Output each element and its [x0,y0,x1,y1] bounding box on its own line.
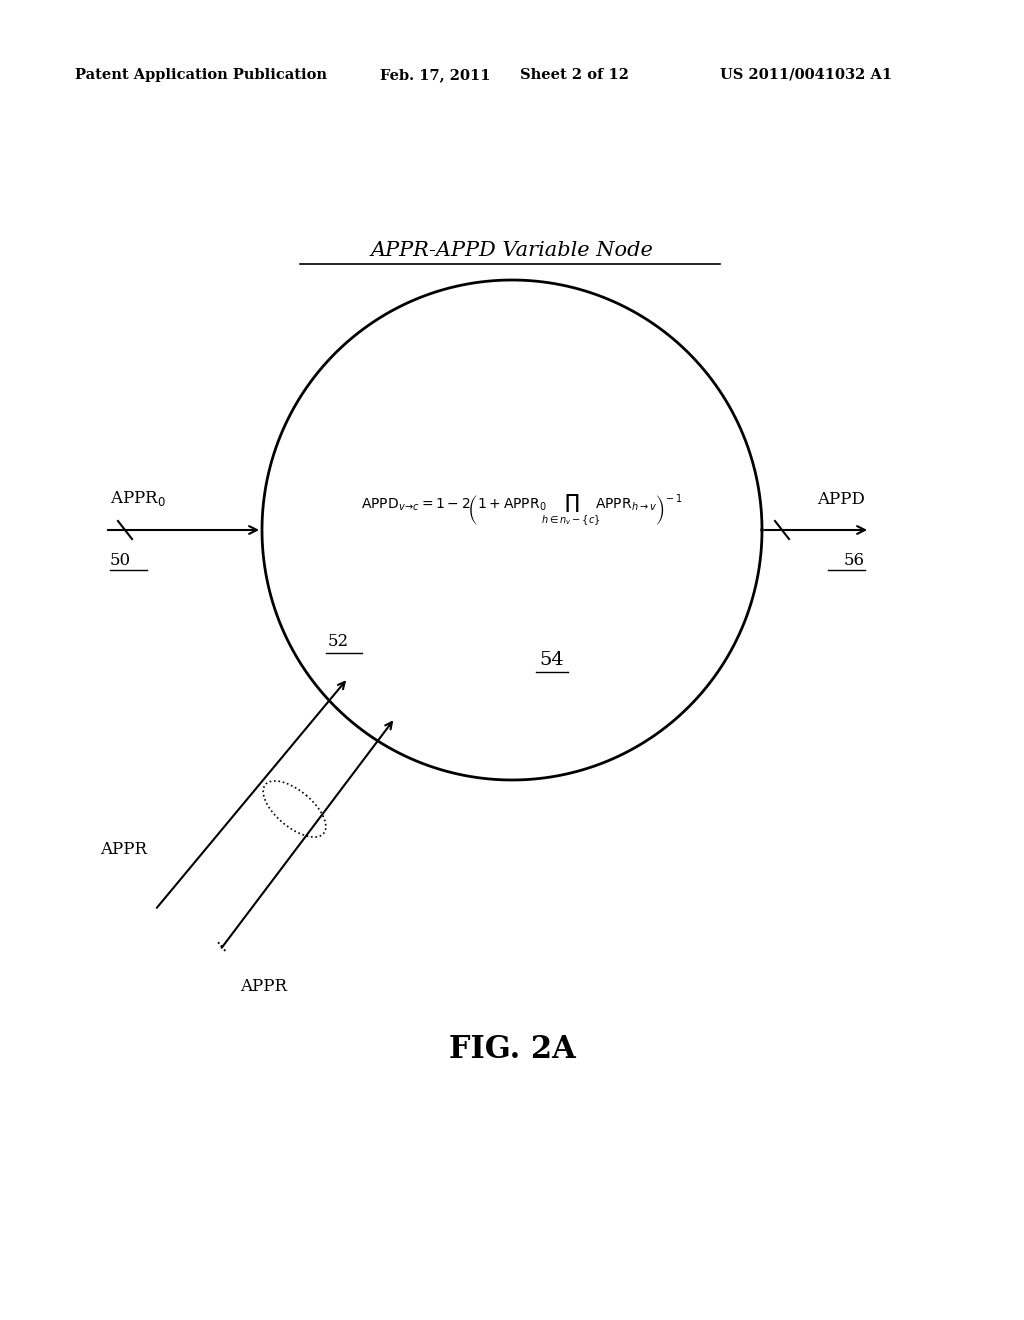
Text: Patent Application Publication: Patent Application Publication [75,69,327,82]
Text: ...: ... [211,933,234,957]
Text: Feb. 17, 2011: Feb. 17, 2011 [380,69,490,82]
Text: 50: 50 [110,552,131,569]
Text: 56: 56 [844,552,865,569]
Text: 54: 54 [540,651,564,669]
Text: US 2011/0041032 A1: US 2011/0041032 A1 [720,69,892,82]
Text: FIG. 2A: FIG. 2A [449,1035,575,1065]
Text: APPR$_0$: APPR$_0$ [110,488,166,508]
Text: 52: 52 [328,634,349,649]
Text: Sheet 2 of 12: Sheet 2 of 12 [520,69,629,82]
Text: APPR: APPR [240,978,287,995]
Text: $\mathrm{APPD}_{v\!\rightarrow\!c}=1-2\!\left(1+\mathrm{APPR}_{0}\!\!\prod_{h\in: $\mathrm{APPD}_{v\!\rightarrow\!c}=1-2\!… [361,492,683,528]
Text: APPD: APPD [817,491,865,508]
Text: APPR-APPD Variable Node: APPR-APPD Variable Node [371,240,653,260]
Text: APPR: APPR [100,842,147,858]
